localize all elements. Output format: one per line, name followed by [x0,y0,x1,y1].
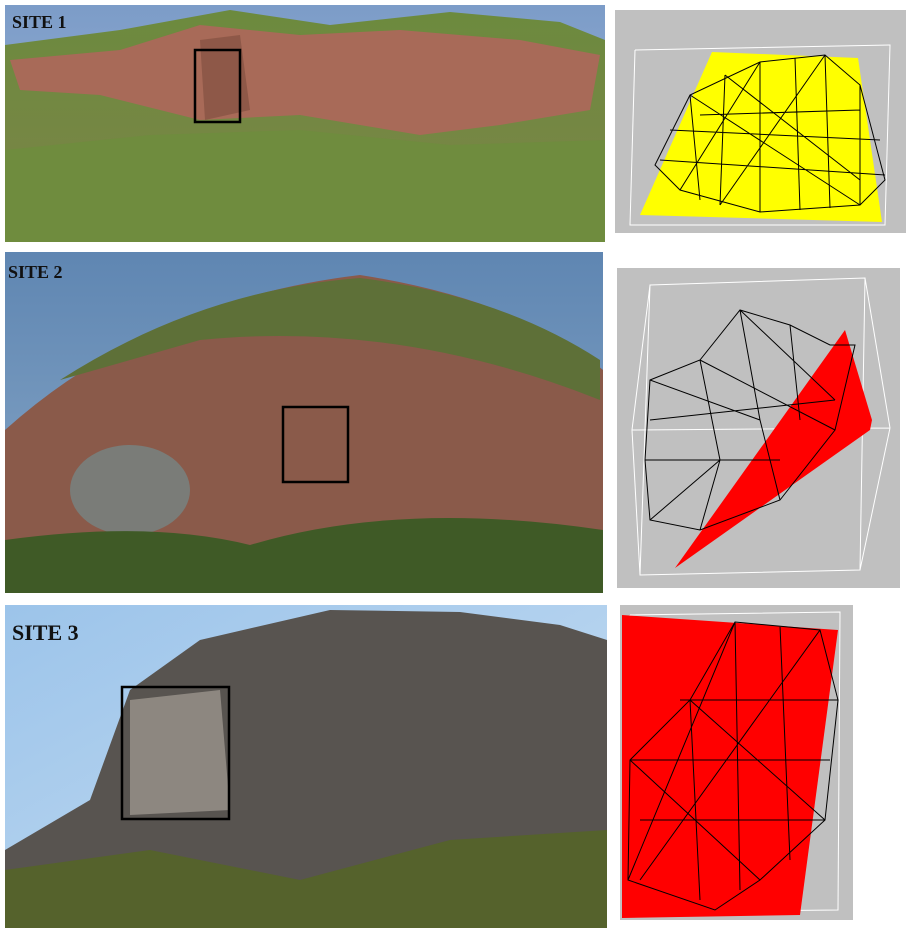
photo-site-2: SITE 2 [5,252,603,593]
model-site-3 [620,605,853,920]
model-site-1 [615,10,906,233]
site-label: SITE 1 [12,12,67,32]
photo-site-3: SITE 3 [5,605,607,928]
site-label: SITE 2 [8,262,63,282]
model-site-2 [617,268,900,588]
site-label: SITE 3 [12,620,79,645]
photo-site-1: SITE 1 [5,5,605,242]
